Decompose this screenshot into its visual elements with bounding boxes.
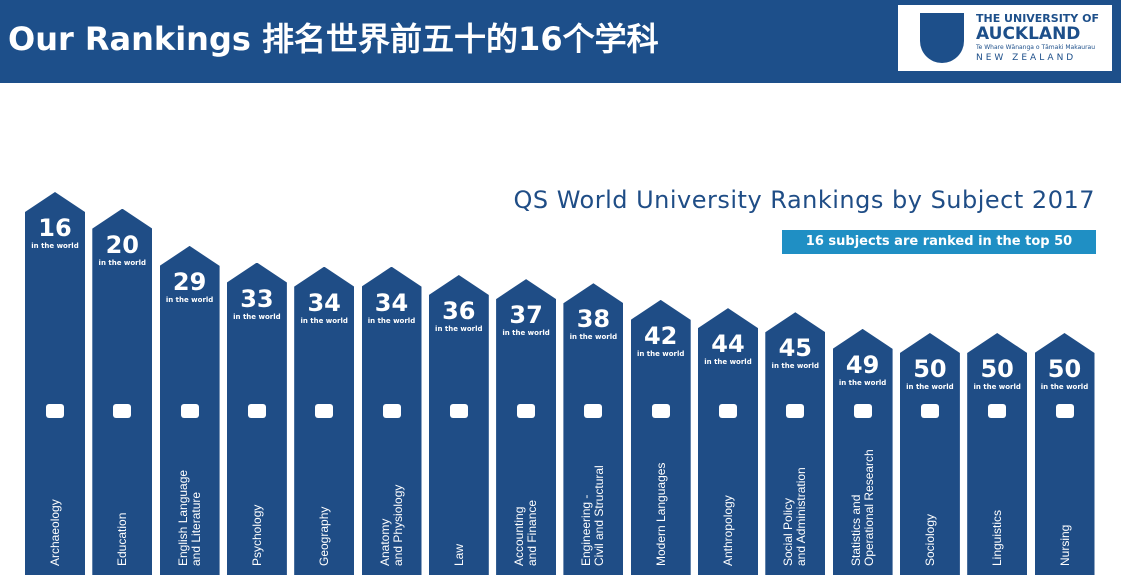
bar <box>630 299 691 575</box>
unit-label: in the world <box>165 295 214 304</box>
unit-label: in the world <box>636 349 685 358</box>
category-label: Accounting and Finance <box>512 499 540 566</box>
logo: THE UNIVERSITY OF AUCKLAND Te Whare Wāna… <box>898 5 1112 71</box>
unit-label: in the world <box>771 362 820 371</box>
value-label: 16 <box>38 214 72 242</box>
unit-label: in the world <box>1040 383 1089 391</box>
value-label: 50 <box>1047 355 1082 383</box>
bar <box>92 208 153 575</box>
icon <box>180 404 199 418</box>
value-label: 49 <box>845 350 880 379</box>
category-label: Nursing <box>1057 524 1071 566</box>
category-label: Engineering - Civil and Structural <box>579 465 607 566</box>
bar <box>967 333 1028 575</box>
icon <box>920 404 939 418</box>
value-label: 37 <box>509 301 543 330</box>
category-label: Sociology <box>922 513 937 566</box>
unit-label: in the world <box>98 258 147 267</box>
category-label: Geography <box>316 506 331 566</box>
unit-label: in the world <box>704 358 752 367</box>
category-label: Law <box>451 543 466 566</box>
bar <box>832 328 893 575</box>
bar <box>496 279 557 575</box>
chart-subtitle: 16 subjects are ranked in the top 50 <box>782 230 1096 254</box>
value-label: 34 <box>307 288 341 317</box>
category-label: English Language and Literature <box>175 469 203 566</box>
icon <box>584 404 603 418</box>
bar <box>361 266 422 575</box>
unit-label: in the world <box>435 324 483 333</box>
bar <box>698 308 758 575</box>
value-label: 45 <box>778 334 812 363</box>
value-label: 29 <box>172 267 207 296</box>
unit-label: in the world <box>300 316 348 325</box>
value-label: 33 <box>240 284 274 313</box>
unit-label: in the world <box>31 242 79 250</box>
category-label: Anatomy and Physiology <box>377 484 405 566</box>
category-label: Linguistics <box>989 509 1004 566</box>
bar <box>563 283 624 575</box>
bar <box>25 192 85 575</box>
bar <box>765 312 826 575</box>
icon <box>315 404 334 418</box>
category-label: Modern Languages <box>653 462 668 566</box>
chart-title: QS World University Rankings by Subject … <box>513 186 1095 214</box>
category-label: Anthropology <box>720 495 735 566</box>
logo-text: THE UNIVERSITY OF <box>976 12 1099 25</box>
unit-label: in the world <box>906 383 954 391</box>
unit-label: in the world <box>233 312 281 321</box>
category-label: Psychology <box>249 504 264 566</box>
icon <box>853 404 872 418</box>
header-title: Our Rankings 排名世界前五十的16个学科 <box>8 20 659 58</box>
value-label: 20 <box>105 230 139 259</box>
icon <box>113 404 132 418</box>
value-label: 50 <box>980 355 1014 383</box>
unit-label: in the world <box>973 383 1021 391</box>
bar <box>428 274 489 575</box>
unit-label: in the world <box>367 316 416 325</box>
bar <box>294 266 355 575</box>
value-label: 36 <box>442 296 476 325</box>
icon <box>449 404 468 418</box>
unit-label: in the world <box>502 329 550 338</box>
value-label: 50 <box>913 355 947 383</box>
logo-text: NEW ZEALAND <box>976 53 1077 63</box>
crest <box>920 13 964 63</box>
unit-label: in the world <box>838 378 887 387</box>
logo-text: AUCKLAND <box>976 24 1081 44</box>
bar <box>1034 333 1095 575</box>
icon <box>988 404 1007 418</box>
category-label: Statistics and Operational Research <box>848 449 876 566</box>
icon <box>786 404 805 418</box>
bar <box>226 262 287 575</box>
category-label: Archaeology <box>47 499 62 566</box>
category-label: Social Policy and Administration <box>781 467 809 566</box>
value-label: 34 <box>374 288 409 317</box>
category-label: Education <box>114 512 129 566</box>
icon <box>719 404 737 418</box>
logo-text: Te Whare Wānanga o Tāmaki Makaurau <box>976 44 1096 51</box>
bar <box>899 333 960 575</box>
value-label: 38 <box>576 305 611 334</box>
unit-label: in the world <box>569 333 618 342</box>
icon <box>651 404 670 418</box>
icon <box>382 404 401 418</box>
value-label: 42 <box>643 321 678 350</box>
icon <box>1055 404 1074 418</box>
value-label: 44 <box>711 330 745 359</box>
icon <box>517 404 536 418</box>
icon <box>247 404 266 418</box>
icon <box>46 404 64 418</box>
